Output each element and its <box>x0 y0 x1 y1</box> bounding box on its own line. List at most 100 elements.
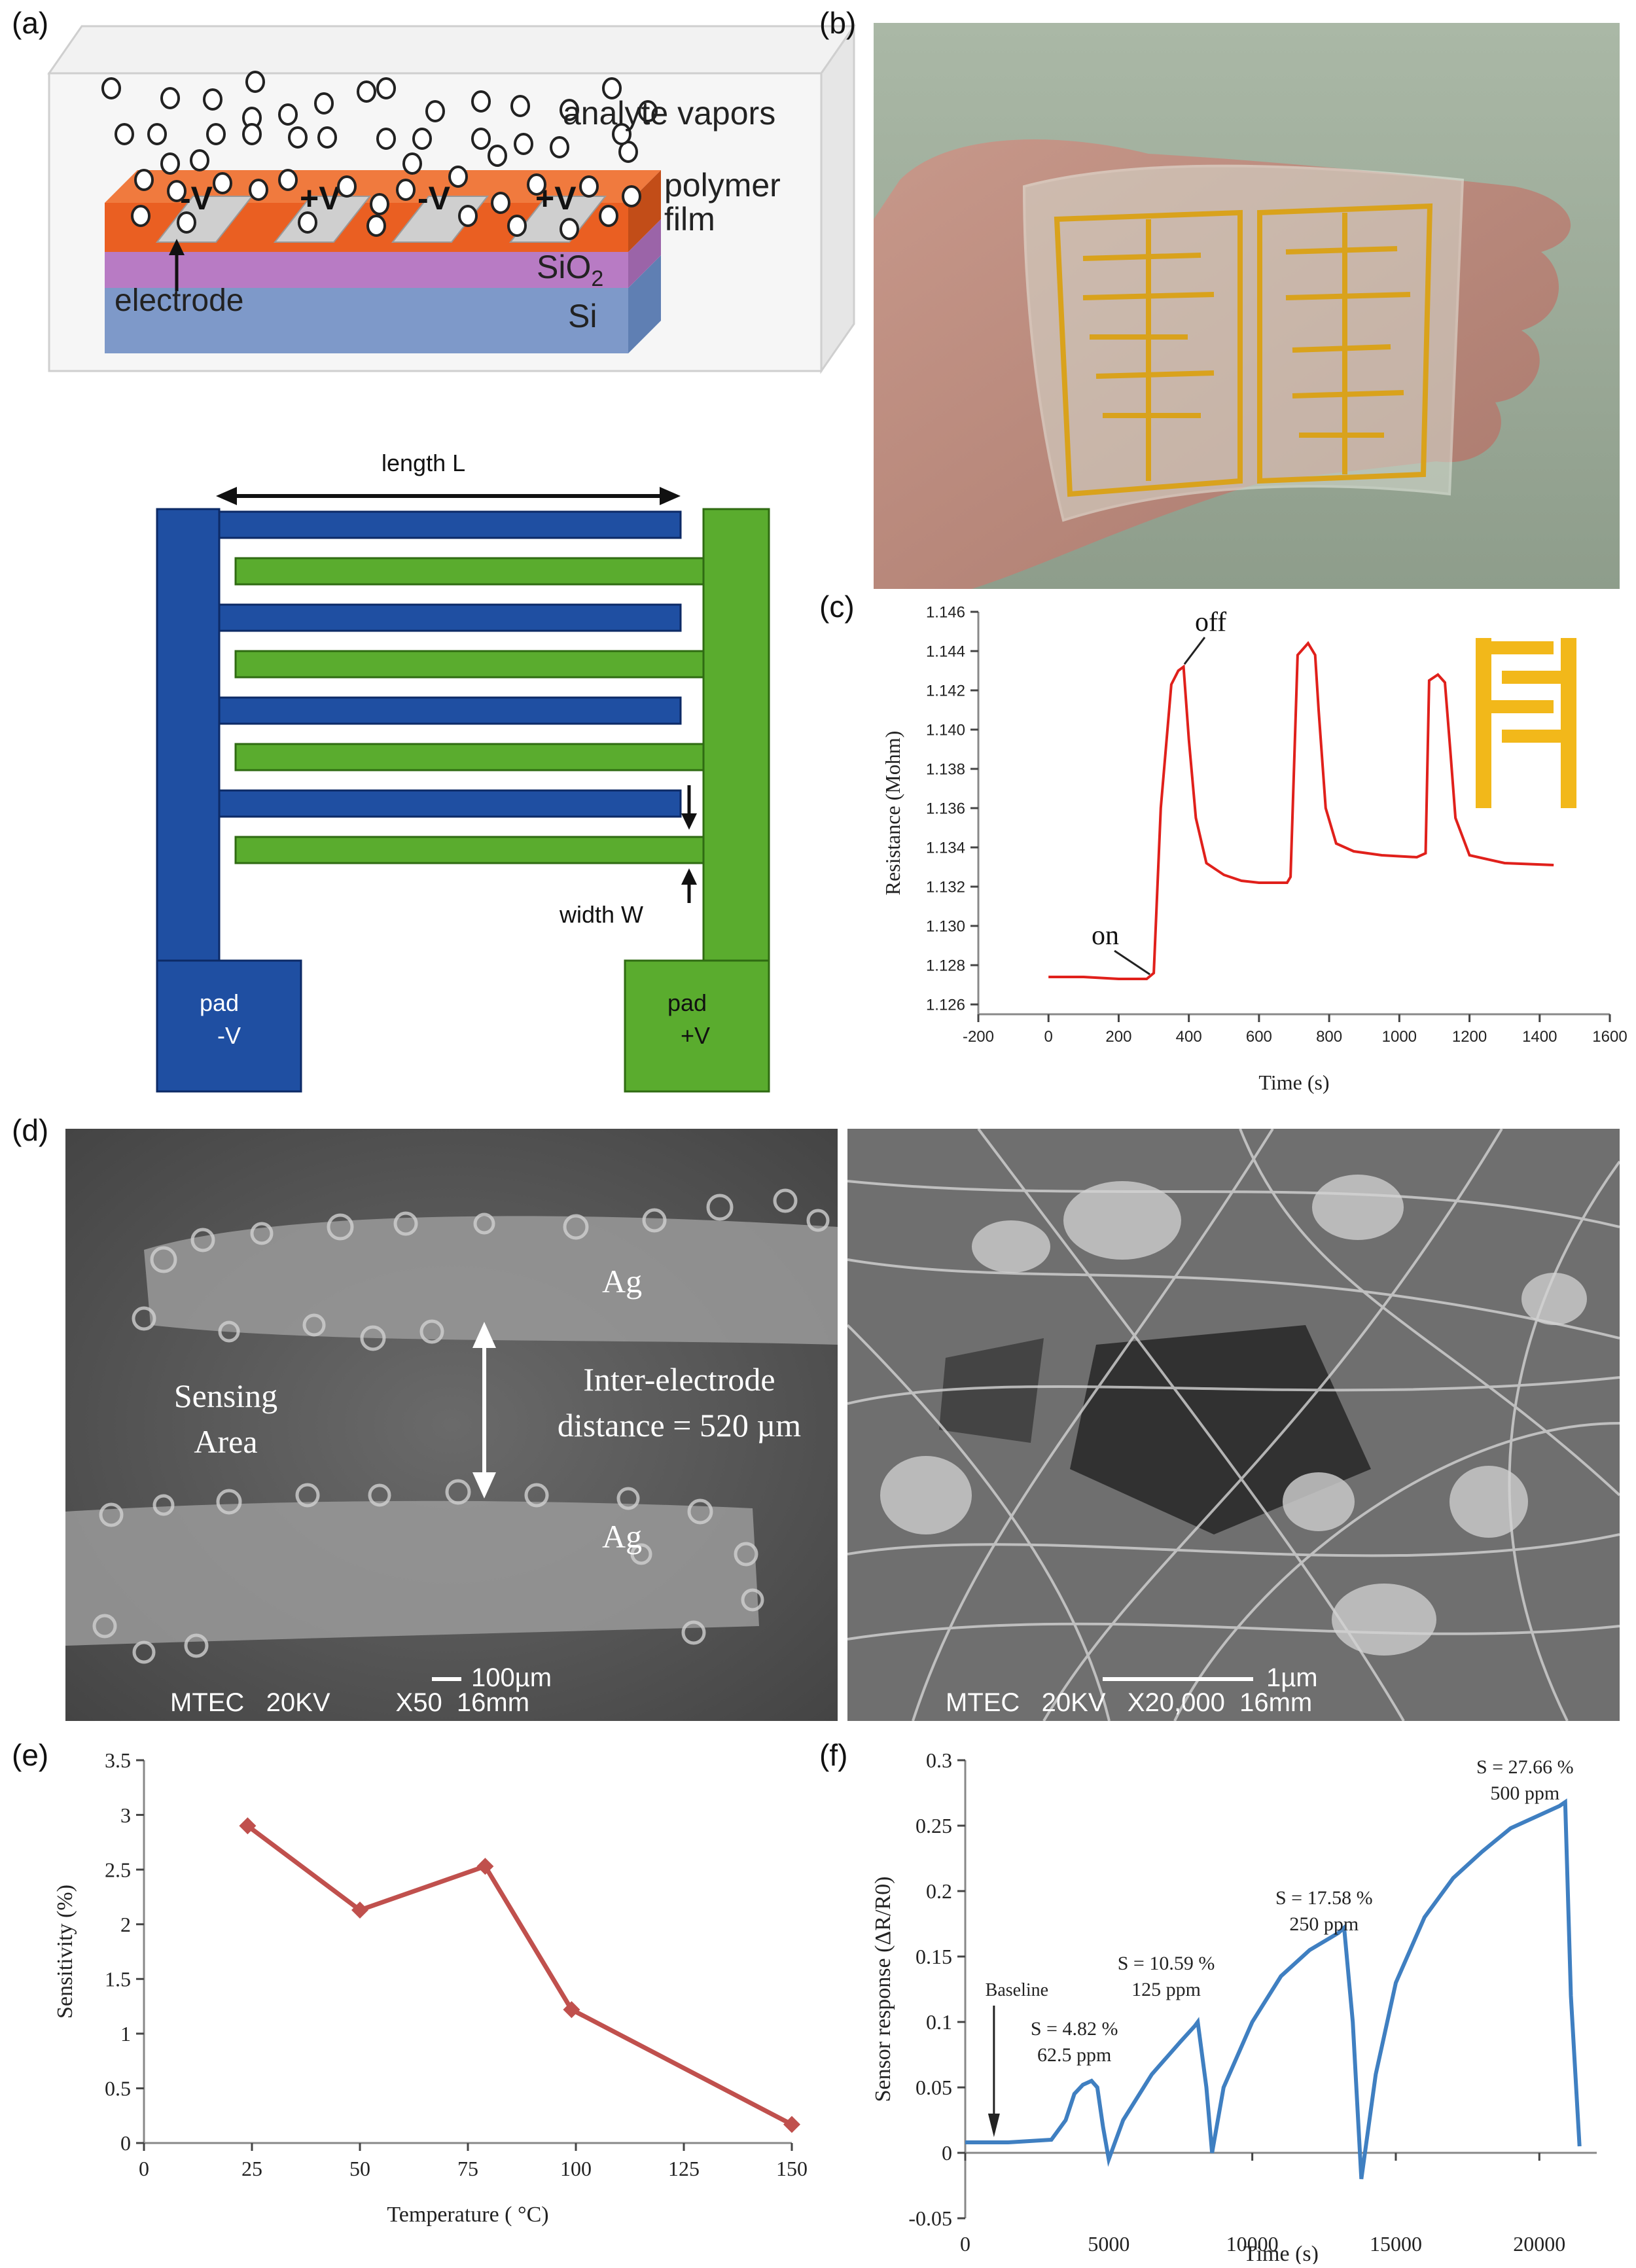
panel-f-label: (f) <box>819 1738 848 1772</box>
pad-left-line2: -V <box>217 1022 241 1049</box>
sensitivity-markers <box>239 1817 800 2133</box>
f-ytick-label: 0.05 <box>916 2076 952 2099</box>
sensitivity-marker <box>476 1858 494 1875</box>
width-arrowhead-top <box>681 813 697 830</box>
box-top-face <box>47 25 856 75</box>
f-xtick-label: 10000 <box>1226 2232 1279 2256</box>
panel-c-axes <box>977 612 1610 1016</box>
step-annotation: 62.5 ppm <box>1037 2044 1111 2066</box>
panel-d-label: (d) <box>12 1113 49 1147</box>
e-ytick-label: 3.5 <box>105 1748 131 1772</box>
c-ytick-label: 1.138 <box>926 760 965 778</box>
c-ytick-label: 1.126 <box>926 996 965 1014</box>
on-arrow <box>1114 949 1150 976</box>
c-ytick-label: 1.128 <box>926 957 965 974</box>
sensor-response-line <box>965 1798 1582 2180</box>
panel-c-ticks: -200 0 200 400 600 800 1000 1200 1400 1600 1.126 1.… <box>926 603 1627 1046</box>
ag-bottom-label: Ag <box>602 1518 642 1555</box>
si-layer <box>105 288 628 353</box>
printed-circuit <box>1054 203 1433 497</box>
step-annotation: 125 ppm <box>1131 1979 1201 2000</box>
finger-green <box>234 557 705 864</box>
f-xtick-label: 20000 <box>1513 2232 1565 2256</box>
width-label: width W <box>559 901 643 928</box>
panel-c-annotations: on off <box>1092 607 1226 976</box>
panel-a-label: (a) <box>12 6 49 40</box>
e-xtick-label: 50 <box>349 2157 370 2180</box>
step-annotation: S = 17.58 % <box>1275 1887 1373 1909</box>
bus-left <box>156 508 221 962</box>
pad-right-line2: +V <box>681 1022 710 1049</box>
polymer-label-1: polymer <box>664 167 781 204</box>
electrode-sign-2: +V <box>300 180 341 217</box>
sensitivity-marker <box>239 1817 257 1835</box>
panel-f-ylabel: Sensor response (ΔR/R0) <box>871 1877 895 2102</box>
c-xtick-label: 600 <box>1246 1028 1272 1046</box>
resistance-series-line <box>1048 641 1554 980</box>
polymer-label-2: film <box>664 201 715 238</box>
step-annotation: 250 ppm <box>1289 1913 1359 1935</box>
baseline-arrowhead <box>987 2114 1000 2137</box>
panel-e-label: (e) <box>12 1738 49 1772</box>
f-xtick-label: 5000 <box>1088 2232 1129 2256</box>
panel-e-ticks: 0 25 50 75 100 125 150 0 0.5 1 1.5 2 2.5 3 3.5 <box>105 1748 808 2180</box>
distance-arrowhead-top <box>472 1322 496 1348</box>
c-ytick-label: 1.136 <box>926 800 965 817</box>
finger-blue <box>218 510 682 818</box>
f-ytick-label: 0.25 <box>916 1814 952 1837</box>
panel-c-xlabel: Time (s) <box>1258 1071 1329 1094</box>
panel-f-annotations: Baseline S = 4.82 % 62.5 ppm S = 10.59 % 125… <box>986 1756 1574 2137</box>
e-ytick-label: 3 <box>120 1803 131 1827</box>
step-annotation: S = 27.66 % <box>1476 1756 1574 1778</box>
sensitivity-marker <box>563 2001 580 2019</box>
e-xtick-label: 125 <box>668 2157 700 2180</box>
bus-right <box>702 508 770 962</box>
pad-right-line1: pad <box>667 989 707 1016</box>
c-xtick-label: -200 <box>963 1028 994 1046</box>
sensitivity-series-line <box>246 1824 793 2127</box>
nanofiber-network <box>847 1129 1620 1721</box>
e-ytick-label: 0 <box>120 2131 131 2155</box>
electrode-arrowhead <box>169 239 185 255</box>
c-xtick-label: 1400 <box>1522 1028 1557 1046</box>
pad-left <box>156 959 302 1093</box>
analyte-label: analyte vapors <box>563 95 775 132</box>
panel-d-right-sem: 1µm MTEC 20KV X20,000 16mm <box>847 1129 1620 1721</box>
sensitivity-marker <box>351 1901 368 1919</box>
ag-electrode-bottom <box>65 1500 759 1646</box>
analyte-molecules <box>101 71 658 240</box>
panel-b-label: (b) <box>819 6 857 40</box>
e-xtick-label: 25 <box>241 2157 262 2180</box>
f-ytick-label: 0 <box>942 2141 952 2165</box>
distance-label-2: distance = 520 µm <box>558 1407 801 1444</box>
f-xtick-label: 0 <box>960 2232 970 2256</box>
c-ytick-label: 1.134 <box>926 839 965 857</box>
sensing-label-1: Sensing <box>174 1377 277 1414</box>
c-xtick-label: 200 <box>1105 1028 1131 1046</box>
panel-f-xlabel: Time (s) <box>1243 2242 1319 2264</box>
sio2-layer-side <box>628 219 661 288</box>
ag-particles <box>92 1188 830 1664</box>
panel-c-chart: -200 0 200 400 600 800 1000 1200 1400 1600 1.126 1.… <box>881 603 1627 1094</box>
electrode-sign-3: -V <box>418 180 451 217</box>
c-ytick-label: 1.130 <box>926 917 965 935</box>
e-ytick-label: 0.5 <box>105 2077 131 2100</box>
panel-e-axes <box>143 1760 792 2144</box>
panel-b-photo <box>874 23 1620 589</box>
ag-electrode-top <box>144 1216 838 1345</box>
right-scale-bar <box>1103 1677 1253 1681</box>
c-xtick-label: 1600 <box>1592 1028 1627 1046</box>
polymer-layer-side <box>628 170 661 252</box>
off-annotation: off <box>1195 607 1226 637</box>
pad-left-line1: pad <box>200 989 239 1016</box>
on-annotation: on <box>1092 921 1119 951</box>
electrode-sign-1: -V <box>180 180 213 217</box>
right-sem-footer: MTEC 20KV X20,000 16mm <box>946 1688 1312 1717</box>
f-ytick-label: -0.05 <box>908 2206 952 2230</box>
step-annotation: S = 10.59 % <box>1118 1953 1215 1974</box>
panel-e-ylabel: Sensitivity (%) <box>53 1885 77 2019</box>
electrode-label: electrode <box>115 283 243 318</box>
left-scale-bar <box>432 1677 461 1681</box>
panel-e-chart: 0 25 50 75 100 125 150 0 0.5 1 1.5 2 2.5 3 3.5 Tempera… <box>53 1748 808 2227</box>
step-annotation: S = 4.82 % <box>1031 2018 1118 2040</box>
